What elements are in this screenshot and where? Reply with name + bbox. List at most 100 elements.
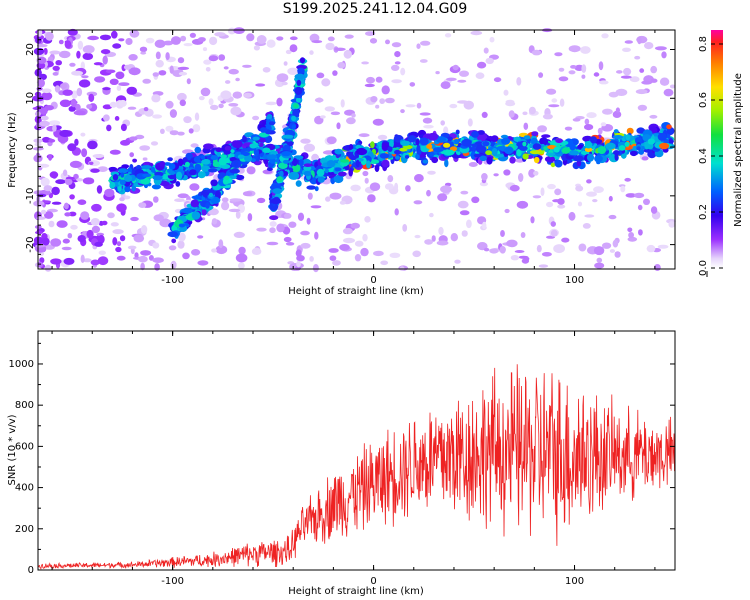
spectrogram-blob [334, 167, 342, 172]
spectrogram-blob [616, 70, 623, 74]
spectrogram-blob [228, 208, 241, 213]
spectrogram-blob [201, 209, 207, 216]
spectrogram-blob [235, 174, 245, 181]
spectrogram-blob [129, 152, 134, 158]
spectrogram-blob [242, 64, 252, 68]
spectrogram-blob [141, 165, 152, 170]
spectrogram-blob [523, 135, 531, 140]
spectrogram-blob [584, 214, 595, 218]
spectrogram-blob [200, 155, 206, 160]
spectrogram-blob [351, 113, 356, 118]
spectrogram-blob [423, 124, 434, 129]
spectrogram-blob [71, 70, 83, 76]
spectrogram-blob [208, 192, 214, 197]
spectrogram-blob [471, 196, 480, 204]
spectrogram-blob [119, 197, 125, 202]
spectrogram-blob [50, 238, 62, 247]
spectrogram-blob [400, 109, 405, 114]
spectrogram-blob [208, 98, 214, 106]
spectrogram-blob [37, 163, 50, 168]
spectrogram-blob [427, 132, 439, 141]
spectrogram-blob [601, 33, 609, 39]
spectrogram-blob [235, 253, 248, 263]
spectrogram-blob [237, 154, 245, 160]
spectrogram-blob [40, 209, 47, 215]
spectrogram-blob [190, 199, 199, 208]
spectrogram-blob [635, 89, 648, 95]
colorbar-tick-label: 0.8 [698, 36, 709, 52]
spectrogram-blob [294, 73, 306, 80]
spectrogram-blob [495, 153, 505, 158]
spectrogram-blob [350, 184, 361, 192]
spectrogram-blob [372, 118, 384, 126]
spectrogram-blob [283, 61, 288, 66]
spectrogram-blob [407, 135, 417, 143]
spectrogram-blob [419, 112, 431, 116]
spectrogram-blob [201, 165, 210, 172]
spectrogram-blob [282, 159, 290, 164]
spectrogram-blob [93, 62, 103, 66]
spectrogram-blob [37, 261, 43, 268]
spectrogram-blob [59, 129, 71, 138]
spectrogram-blob [165, 52, 170, 61]
spectrogram-blob [70, 224, 78, 230]
spectrogram-blob [443, 142, 451, 148]
spectrogram-blob [379, 153, 390, 159]
spectrogram-blob [362, 170, 369, 177]
spectrogram-blob [568, 211, 576, 221]
spectrogram-blob [320, 115, 326, 119]
spectrogram-blob [68, 106, 76, 112]
spectrogram-blob [153, 214, 164, 222]
spectrogram-blob [615, 107, 621, 113]
spectrogram-blob [59, 99, 71, 108]
spectrogram-blob [460, 190, 469, 195]
spectrogram-blob [420, 40, 431, 46]
spectrogram-blob [259, 127, 268, 133]
spectrogram-blob [522, 111, 528, 116]
spectrogram-blob [340, 99, 345, 108]
spectrogram-blob [109, 149, 121, 155]
spectrogram-blob [422, 159, 428, 164]
spectrogram-blob [326, 136, 337, 145]
spectrogram-blob [295, 249, 302, 257]
spectrogram-blob [330, 111, 341, 116]
spectrogram-blob [62, 238, 70, 244]
spectrogram-x-tick-label: 100 [565, 275, 584, 286]
spectrogram-blob [537, 125, 547, 133]
spectrogram-blob [168, 170, 176, 175]
spectrogram-blob [160, 128, 165, 134]
spectrogram-blob [644, 141, 650, 150]
spectrogram-blob [561, 237, 570, 243]
spectrogram-blob [202, 47, 208, 52]
spectrogram-blob [568, 150, 579, 156]
spectrogram-blob [210, 155, 219, 161]
spectrogram-x-tick-label: -100 [161, 275, 184, 286]
spectrogram-blob [48, 220, 55, 228]
spectrogram-blob [52, 72, 59, 76]
spectrogram-blob [568, 45, 581, 53]
spectrogram-blob [150, 166, 156, 173]
spectrogram-blob [435, 71, 440, 75]
spectrogram-blob [309, 256, 314, 262]
spectrogram-blob [356, 147, 367, 156]
spectrogram-blob [641, 156, 649, 161]
spectrogram-blob [657, 244, 669, 249]
spectrogram-blob [596, 257, 603, 263]
spectrogram-blob [568, 70, 576, 75]
spectrogram-blob [208, 55, 219, 62]
spectrogram-x-tick-label: 0 [370, 275, 376, 286]
spectrogram-blob [625, 134, 631, 141]
spectrogram-blob [283, 236, 292, 243]
spectrogram-blob [605, 142, 616, 150]
spectrogram-blob [470, 146, 477, 153]
spectrogram-blob [477, 242, 488, 251]
spectrogram-blob [489, 248, 499, 254]
spectrogram-blob [108, 166, 118, 172]
snr-y-tick-label: 1000 [9, 359, 34, 370]
spectrogram-blob [659, 142, 670, 150]
spectrogram-blob [593, 72, 600, 77]
spectrogram-blob [142, 157, 148, 161]
colorbar-tick-label: 0.6 [698, 92, 709, 108]
spectrogram-blob [479, 155, 487, 162]
